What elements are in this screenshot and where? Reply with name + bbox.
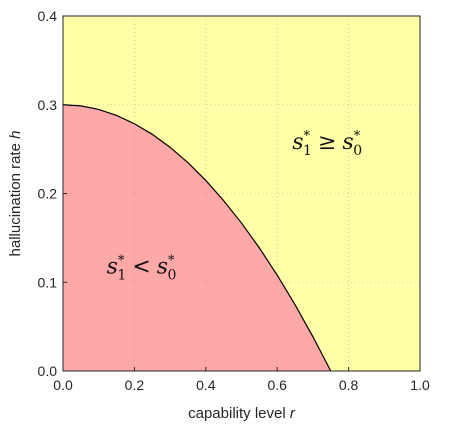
y-tick-label: 0.4: [38, 8, 58, 24]
x-axis-ticks: 0.0 0.2 0.4 0.6 0.8 1.0: [53, 367, 430, 393]
x-tick-label: 0.6: [267, 377, 287, 393]
x-tick-label: 0.2: [125, 377, 145, 393]
x-axis-label: capability level r: [188, 405, 296, 422]
y-axis-label: hallucination rate h: [7, 131, 24, 257]
y-tick-label: 0.3: [38, 97, 58, 113]
y-tick-label: 0.0: [38, 363, 58, 379]
region-label-s1-geq-s0: s* 1 ≥ s* 0: [292, 129, 362, 159]
region-label-s1-less-s0: s* 1 < s* 0: [107, 253, 177, 283]
y-tick-label: 0.2: [38, 186, 58, 202]
x-tick-label: 0.4: [196, 377, 216, 393]
x-tick-label: 0.8: [339, 377, 359, 393]
region-below-boundary: [63, 104, 331, 371]
boundary-curve: [62, 104, 332, 372]
x-tick-label: 1.0: [410, 377, 430, 393]
y-tick-label: 0.1: [38, 274, 58, 290]
y-axis-ticks: 0.0 0.1 0.2 0.3 0.4: [38, 8, 67, 379]
x-tick-label: 0.0: [53, 377, 73, 393]
